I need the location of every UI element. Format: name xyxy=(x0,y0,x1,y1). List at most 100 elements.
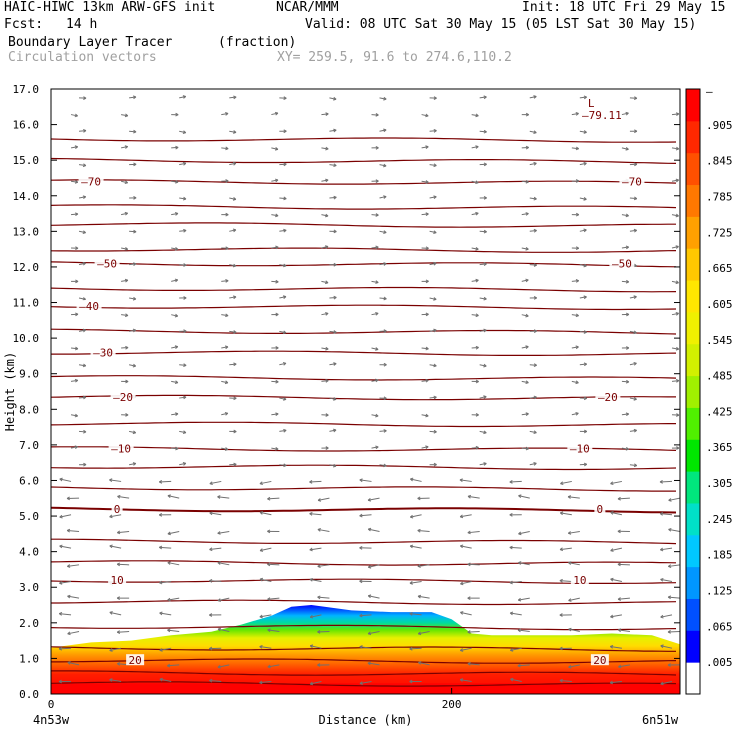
circulation-vector xyxy=(529,130,537,134)
colorbar-segment xyxy=(686,630,700,663)
circulation-vector xyxy=(159,678,172,683)
isotherm-line xyxy=(51,599,677,606)
circulation-vector xyxy=(59,613,72,616)
circulation-vector xyxy=(671,147,679,150)
circulation-vector xyxy=(117,530,130,534)
circulation-vector-head xyxy=(483,95,487,100)
circulation-vector-head xyxy=(383,230,387,234)
circulation-vector-head xyxy=(182,130,187,134)
circulation-vector-head xyxy=(174,278,179,283)
circulation-vector xyxy=(368,595,380,599)
colorbar-frame xyxy=(685,88,701,695)
circulation-vector-head xyxy=(409,514,414,519)
model-title: HAIC-HIWC 13km ARW-GFS init xyxy=(4,0,216,15)
circulation-vector xyxy=(567,496,580,499)
circulation-vector xyxy=(471,114,479,117)
colorbar-label: .245 xyxy=(706,513,733,526)
circulation-vector-head xyxy=(625,245,630,250)
circulation-vector xyxy=(271,112,279,116)
circulation-vector-head xyxy=(174,246,179,251)
circulation-vector-head xyxy=(333,128,337,133)
circulation-vector-head xyxy=(483,328,487,333)
circulation-vector xyxy=(59,580,72,584)
extremum-symbol: L xyxy=(588,97,595,110)
contour-label-bg xyxy=(590,654,609,666)
circulation-vector-head xyxy=(375,245,379,250)
circulation-vector-head xyxy=(224,411,229,416)
contour-label: –20 xyxy=(113,391,133,404)
circulation-vector-head xyxy=(116,596,121,600)
circulation-vector xyxy=(271,380,279,383)
circulation-vector-head xyxy=(575,146,579,151)
isotherm-line xyxy=(51,670,677,676)
circulation-vector xyxy=(229,162,237,166)
circulation-vector xyxy=(429,262,437,266)
colorbar-label: .605 xyxy=(706,298,733,311)
circulation-vector-head xyxy=(233,330,237,334)
circulation-vector-head xyxy=(675,379,680,383)
circulation-vector-head xyxy=(625,279,630,284)
circulation-vector-head xyxy=(259,645,263,649)
circulation-vector xyxy=(267,497,280,500)
circulation-vector xyxy=(371,214,379,216)
circulation-vector-head xyxy=(675,346,680,351)
circulation-vector xyxy=(379,297,387,300)
circulation-vector xyxy=(518,495,530,499)
circulation-vector xyxy=(660,681,673,685)
circulation-vector xyxy=(671,179,679,182)
circulation-vector-head xyxy=(59,544,63,549)
circulation-vector xyxy=(409,647,422,650)
circulation-vector-head xyxy=(617,562,621,567)
circulation-vector-head xyxy=(267,628,271,633)
circulation-vector xyxy=(229,363,237,366)
circulation-vector xyxy=(571,314,579,317)
circulation-vector-head xyxy=(583,228,587,233)
circulation-vector-head xyxy=(359,545,363,550)
circulation-vector-head xyxy=(667,630,671,634)
circulation-vector-head xyxy=(533,130,537,134)
circulation-vector xyxy=(78,262,86,266)
circulation-vector-head xyxy=(158,479,163,484)
circulation-vector-head xyxy=(375,311,379,316)
circulation-vector-head xyxy=(224,380,229,385)
circulation-vector-head xyxy=(274,111,279,116)
y-axis-label: Height (km) xyxy=(3,352,17,431)
circulation-vector xyxy=(479,329,487,332)
circulation-vector xyxy=(379,129,387,132)
circulation-vector-head xyxy=(209,578,213,583)
circulation-vector xyxy=(159,580,172,584)
isotherm-line xyxy=(51,286,677,293)
circulation-vector xyxy=(368,564,380,568)
circulation-vector xyxy=(621,447,629,450)
circulation-vector-head xyxy=(275,245,279,250)
circulation-vector-head xyxy=(509,580,513,585)
circulation-vector-head xyxy=(174,380,179,385)
circulation-vector xyxy=(167,495,180,499)
circulation-vector xyxy=(621,214,629,217)
circulation-vector-head xyxy=(325,446,329,450)
circulation-vector-head xyxy=(533,395,537,400)
circulation-vector xyxy=(610,578,623,582)
circulation-vector xyxy=(221,447,228,450)
circulation-vector xyxy=(129,263,137,266)
valid-time: Valid: 08 UTC Sat 30 May 15 (05 LST Sat … xyxy=(305,17,697,32)
circulation-vector-head xyxy=(617,529,621,534)
circulation-vector xyxy=(267,563,280,566)
circulation-vector-head xyxy=(475,313,479,318)
contour-label-bg xyxy=(126,654,145,666)
circulation-vector xyxy=(109,647,122,651)
circulation-vector xyxy=(421,146,429,149)
circulation-vector-head xyxy=(367,564,372,569)
circulation-vector-head xyxy=(132,462,137,466)
circulation-vector xyxy=(471,314,479,317)
circulation-vector-head xyxy=(525,345,529,349)
org-label: NCAR/MMM xyxy=(276,0,339,15)
circulation-vector-head xyxy=(433,328,437,333)
circulation-vector-head xyxy=(425,212,429,217)
circulation-vector xyxy=(229,197,236,200)
circulation-vector-head xyxy=(133,196,137,200)
circulation-vector-head xyxy=(333,295,337,300)
circulation-vector-head xyxy=(583,197,587,201)
circulation-vector xyxy=(321,179,329,182)
circulation-vector-head xyxy=(333,463,337,468)
